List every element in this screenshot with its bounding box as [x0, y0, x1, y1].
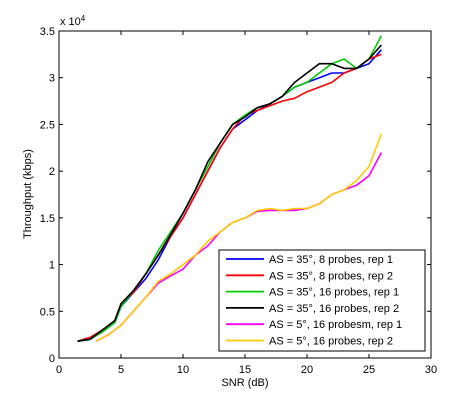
legend-label-4: AS = 35°, 16 probes, rep 2 [269, 303, 399, 315]
series-lines [77, 35, 383, 342]
y-tick-label: 0.5 [40, 306, 55, 318]
series-line-4 [77, 44, 382, 342]
x-tick-label: 30 [425, 364, 437, 376]
y-tick-label: 1 [49, 260, 55, 272]
legend-label-5: AS = 5°, 16 probesm, rep 1 [269, 319, 402, 331]
y-tick-label: 2 [49, 166, 55, 178]
x-tick-label: 5 [118, 364, 124, 376]
y-tick-label: 3 [49, 73, 55, 85]
y-multiplier-base: x 10 [60, 16, 81, 28]
y-multiplier-label: x 104 [60, 14, 86, 29]
x-tick-label: 25 [363, 364, 375, 376]
x-tick-label: 15 [239, 364, 251, 376]
y-tick-label: 1.5 [40, 213, 55, 225]
legend-box [218, 249, 426, 352]
legend: AS = 35°, 8 probes, rep 1 AS = 35°, 8 pro… [218, 249, 426, 352]
series-line-6 [95, 133, 383, 342]
legend-label-6: AS = 5°, 16 probes, rep 2 [269, 336, 393, 348]
legend-label-2: AS = 35°, 8 probes, rep 2 [269, 270, 393, 282]
x-axis-label: SNR (dB) [221, 377, 268, 389]
x-tick-label: 0 [56, 364, 62, 376]
y-multiplier-exponent: 4 [81, 14, 86, 23]
y-tick-label: 2.5 [40, 119, 55, 131]
y-tick-label: 0 [49, 353, 55, 365]
x-tick-label: 20 [301, 364, 313, 376]
x-tick-label: 10 [177, 364, 189, 376]
axis-ticks: 0 5 10 15 20 25 30 0 0.5 1 1.5 2 2.5 3 3.5 [40, 26, 437, 376]
legend-label-3: AS = 35°, 16 probes, rep 1 [269, 287, 399, 299]
legend-label-1: AS = 35°, 8 probes, rep 1 [269, 254, 393, 266]
y-axis-label: Throughput (kbps) [22, 149, 34, 239]
y-tick-label: 3.5 [40, 26, 55, 38]
legend-items: AS = 35°, 8 probes, rep 1 AS = 35°, 8 pro… [226, 254, 402, 348]
